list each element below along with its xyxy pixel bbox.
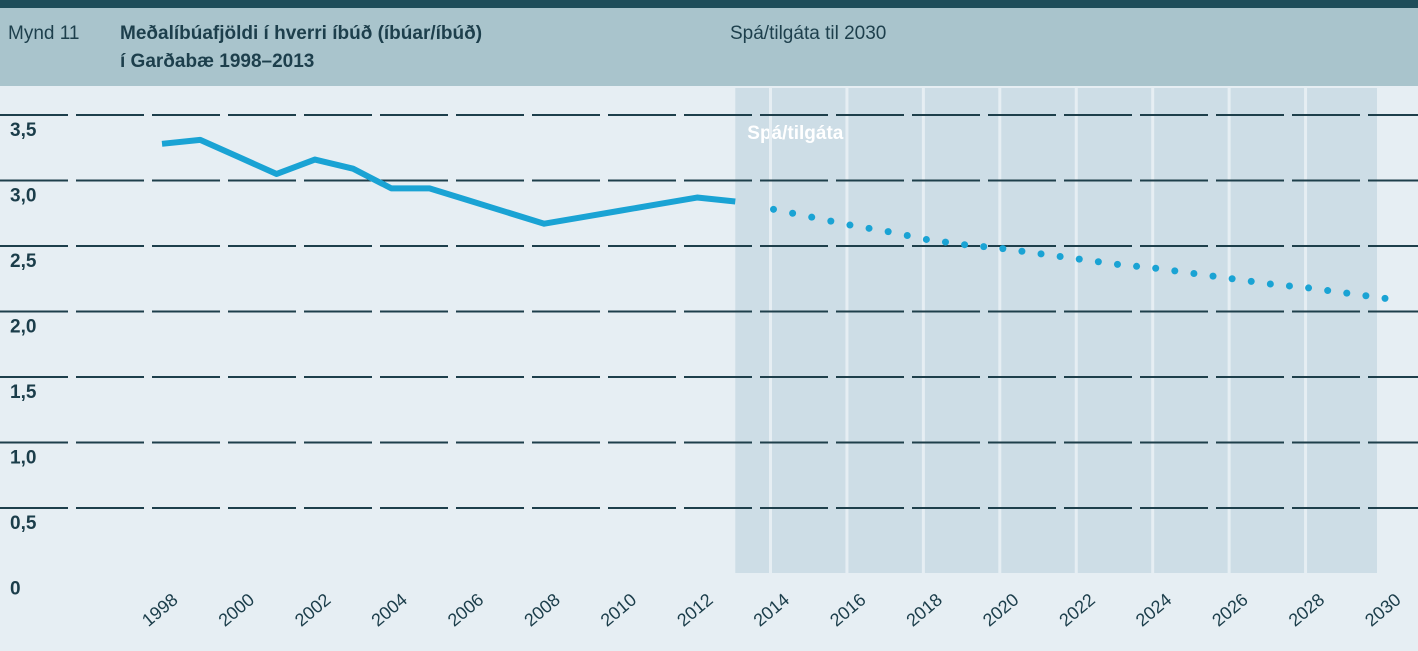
header-strip <box>0 0 1418 8</box>
forecast-point <box>808 213 816 221</box>
forecast-band <box>735 88 1377 573</box>
y-tick-label: 0 <box>10 579 21 600</box>
forecast-dot <box>1209 272 1217 280</box>
figure-label: Mynd 11 <box>8 23 79 44</box>
forecast-point <box>1266 280 1274 288</box>
forecast-point <box>922 235 930 243</box>
annotation: Spá/tilgáta <box>747 123 844 144</box>
forecast-dot <box>1324 287 1332 295</box>
forecast-point <box>1228 275 1236 283</box>
forecast-dot <box>1056 252 1064 260</box>
forecast-point <box>1037 250 1045 258</box>
forecast-point <box>1343 289 1351 297</box>
forecast-point <box>999 245 1007 253</box>
subtitle: Spá/tilgáta til 2030 <box>730 23 886 44</box>
y-tick-label: 3,0 <box>10 186 36 207</box>
forecast-dot <box>1171 267 1179 275</box>
y-tick-label: 3,5 <box>10 120 37 141</box>
forecast-dot <box>903 232 911 240</box>
forecast-dot <box>1362 292 1370 300</box>
forecast-point <box>1152 264 1160 272</box>
y-tick-label: 1,5 <box>10 382 37 403</box>
forecast-dot <box>1133 262 1141 270</box>
forecast-dot <box>1018 247 1026 255</box>
forecast-dot <box>1285 282 1293 290</box>
forecast-dot <box>1247 277 1255 285</box>
chart-title: í Garðabæ 1998–2013 <box>120 51 314 72</box>
forecast-dot <box>789 209 797 217</box>
y-tick-label: 0,5 <box>10 513 37 534</box>
forecast-point <box>1190 270 1198 278</box>
forecast-dot <box>941 238 949 246</box>
forecast-dot <box>827 217 835 225</box>
header <box>0 0 1418 86</box>
forecast-point <box>1305 284 1313 292</box>
forecast-point <box>884 228 892 236</box>
forecast-dot <box>1094 258 1102 266</box>
forecast-point <box>846 221 854 229</box>
forecast-dot <box>865 224 873 232</box>
forecast-dot <box>980 243 988 251</box>
forecast-point <box>1113 260 1121 268</box>
forecast-point <box>961 241 969 249</box>
forecast-point <box>1381 294 1389 302</box>
y-tick-label: 1,0 <box>10 448 36 469</box>
line <box>161 136 736 227</box>
y-tick-label: 2,0 <box>10 317 36 338</box>
forecast-point <box>1075 255 1083 263</box>
y-tick-label: 2,5 <box>10 251 37 272</box>
chart-title: Meðalíbúafjöldi í hverri íbúð (íbúar/íbú… <box>120 23 482 44</box>
forecast-point <box>770 205 777 213</box>
